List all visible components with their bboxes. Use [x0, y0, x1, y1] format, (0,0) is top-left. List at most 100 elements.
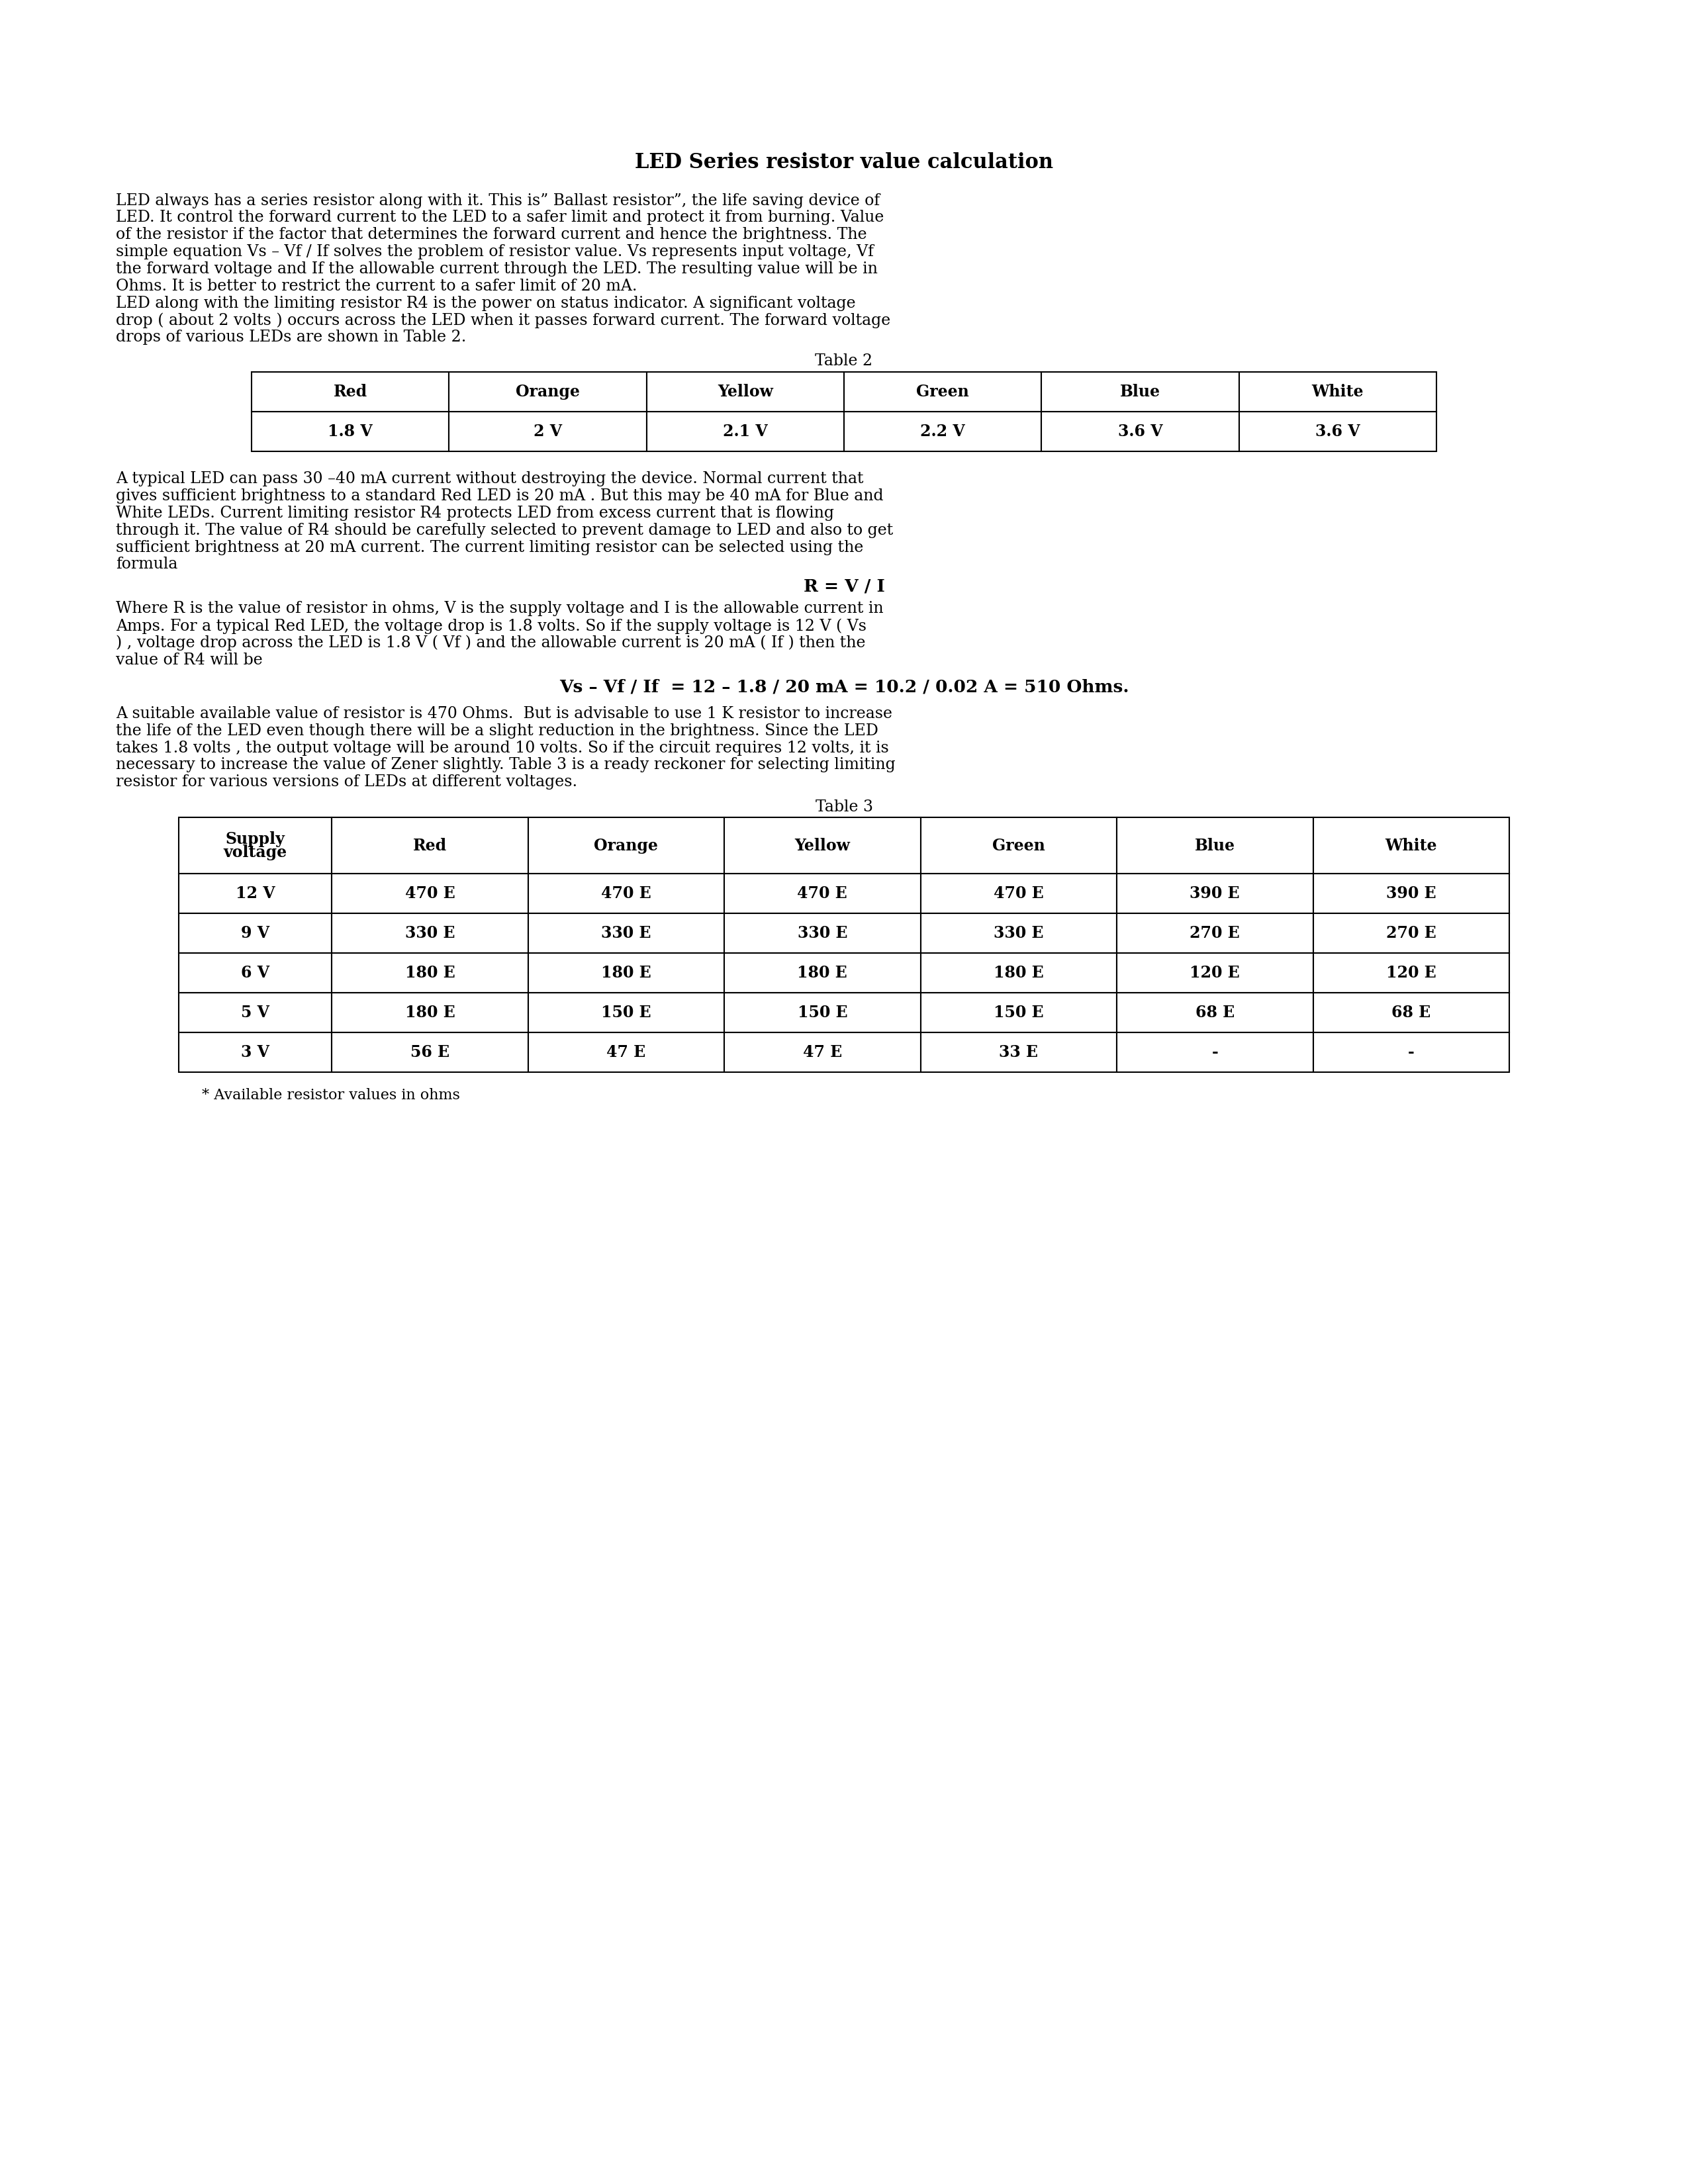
Text: 180 E: 180 E [601, 965, 652, 981]
Text: gives sufficient brightness to a standard Red LED is 20 mA . But this may be 40 : gives sufficient brightness to a standar… [116, 489, 883, 505]
Bar [1313, 913, 1509, 952]
Text: 2.1 V: 2.1 V [722, 424, 768, 439]
Text: 470 E: 470 E [405, 887, 456, 902]
Text: 270 E: 270 E [1386, 926, 1436, 941]
Text: LED. It control the forward current to the LED to a safer limit and protect it f: LED. It control the forward current to t… [116, 210, 885, 225]
Text: 6 V: 6 V [241, 965, 270, 981]
Text: Where R is the value of resistor in ohms, V is the supply voltage and I is the a: Where R is the value of resistor in ohms… [116, 601, 883, 616]
Text: -: - [1212, 1044, 1219, 1061]
Bar [920, 913, 1117, 952]
Text: takes 1.8 volts , the output voltage will be around 10 volts. So if the circuit : takes 1.8 volts , the output voltage wil… [116, 740, 890, 756]
Text: 330 E: 330 E [994, 926, 1043, 941]
Text: LED along with the limiting resistor R4 is the power on status indicator. A sign: LED along with the limiting resistor R4 … [116, 295, 856, 310]
Text: Supply: Supply [226, 830, 285, 847]
Text: value of R4 will be: value of R4 will be [116, 653, 263, 668]
Bar [1313, 817, 1509, 874]
Text: Blue: Blue [1121, 384, 1160, 400]
Text: White LEDs. Current limiting resistor R4 protects LED from excess current that i: White LEDs. Current limiting resistor R4… [116, 505, 834, 520]
Text: Yellow: Yellow [795, 839, 851, 854]
Text: Green: Green [993, 839, 1045, 854]
Bar [1313, 1033, 1509, 1072]
Bar [252, 411, 449, 452]
Text: White: White [1312, 384, 1364, 400]
Text: ) , voltage drop across the LED is 1.8 V ( Vf ) and the allowable current is 20 : ) , voltage drop across the LED is 1.8 V… [116, 636, 866, 651]
Bar [179, 817, 333, 874]
Text: Amps. For a typical Red LED, the voltage drop is 1.8 volts. So if the supply vol: Amps. For a typical Red LED, the voltage… [116, 618, 866, 633]
Text: 68 E: 68 E [1391, 1005, 1431, 1020]
Text: sufficient brightness at 20 mA current. The current limiting resistor can be sel: sufficient brightness at 20 mA current. … [116, 539, 864, 555]
Text: Orange: Orange [517, 384, 581, 400]
Bar [1117, 1033, 1313, 1072]
Text: LED Series resistor value calculation: LED Series resistor value calculation [635, 153, 1053, 173]
Bar [333, 952, 528, 994]
Text: 12 V: 12 V [236, 887, 275, 902]
Text: Yellow: Yellow [717, 384, 773, 400]
Bar [1117, 952, 1313, 994]
Text: through it. The value of R4 should be carefully selected to prevent damage to LE: through it. The value of R4 should be ca… [116, 522, 893, 537]
Bar [528, 817, 724, 874]
Text: 47 E: 47 E [803, 1044, 842, 1061]
Text: voltage: voltage [223, 845, 287, 860]
Text: -: - [1408, 1044, 1415, 1061]
Text: 3 V: 3 V [241, 1044, 270, 1061]
Text: 33 E: 33 E [999, 1044, 1038, 1061]
Text: Orange: Orange [594, 839, 658, 854]
Text: drop ( about 2 volts ) occurs across the LED when it passes forward current. The: drop ( about 2 volts ) occurs across the… [116, 312, 891, 328]
Text: 270 E: 270 E [1190, 926, 1241, 941]
Bar [1313, 952, 1509, 994]
Bar [1117, 874, 1313, 913]
Bar [920, 874, 1117, 913]
Text: 180 E: 180 E [405, 1005, 456, 1020]
Bar [333, 817, 528, 874]
Text: R = V / I: R = V / I [803, 579, 885, 594]
Bar [528, 952, 724, 994]
Text: formula: formula [116, 557, 177, 572]
Text: LED always has a series resistor along with it. This is” Ballast resistor”, the : LED always has a series resistor along w… [116, 192, 879, 207]
Bar [1239, 411, 1436, 452]
Text: 180 E: 180 E [994, 965, 1043, 981]
Bar [724, 952, 920, 994]
Text: 9 V: 9 V [241, 926, 270, 941]
Bar [724, 874, 920, 913]
Bar [1313, 874, 1509, 913]
Bar [724, 913, 920, 952]
Text: 150 E: 150 E [601, 1005, 652, 1020]
Text: Red: Red [414, 839, 447, 854]
Text: 390 E: 390 E [1386, 887, 1436, 902]
Bar [1041, 371, 1239, 411]
Bar [647, 411, 844, 452]
Text: 3.6 V: 3.6 V [1315, 424, 1361, 439]
Text: 180 E: 180 E [797, 965, 847, 981]
Text: 120 E: 120 E [1386, 965, 1436, 981]
Bar [724, 817, 920, 874]
Bar [920, 1033, 1117, 1072]
Text: Vs – Vf / If  = 12 – 1.8 / 20 mA = 10.2 / 0.02 A = 510 Ohms.: Vs – Vf / If = 12 – 1.8 / 20 mA = 10.2 /… [559, 679, 1129, 695]
Text: 68 E: 68 E [1195, 1005, 1234, 1020]
Text: 2 V: 2 V [533, 424, 562, 439]
Text: Green: Green [917, 384, 969, 400]
Bar [449, 411, 647, 452]
Text: 47 E: 47 E [606, 1044, 647, 1061]
Bar [1117, 817, 1313, 874]
Bar [333, 913, 528, 952]
Text: 3.6 V: 3.6 V [1117, 424, 1163, 439]
Text: Table 2: Table 2 [815, 354, 873, 369]
Text: Blue: Blue [1195, 839, 1236, 854]
Bar [528, 874, 724, 913]
Bar [333, 994, 528, 1033]
Text: 5 V: 5 V [241, 1005, 270, 1020]
Bar [179, 952, 333, 994]
Bar [252, 371, 449, 411]
Bar [528, 994, 724, 1033]
Bar [528, 913, 724, 952]
Bar [449, 371, 647, 411]
Bar [528, 1033, 724, 1072]
Text: necessary to increase the value of Zener slightly. Table 3 is a ready reckoner f: necessary to increase the value of Zener… [116, 758, 895, 773]
Bar [179, 1033, 333, 1072]
Text: Red: Red [333, 384, 368, 400]
Bar [920, 952, 1117, 994]
Text: 470 E: 470 E [797, 887, 847, 902]
Bar [1313, 994, 1509, 1033]
Bar [1117, 913, 1313, 952]
Bar [1117, 994, 1313, 1033]
